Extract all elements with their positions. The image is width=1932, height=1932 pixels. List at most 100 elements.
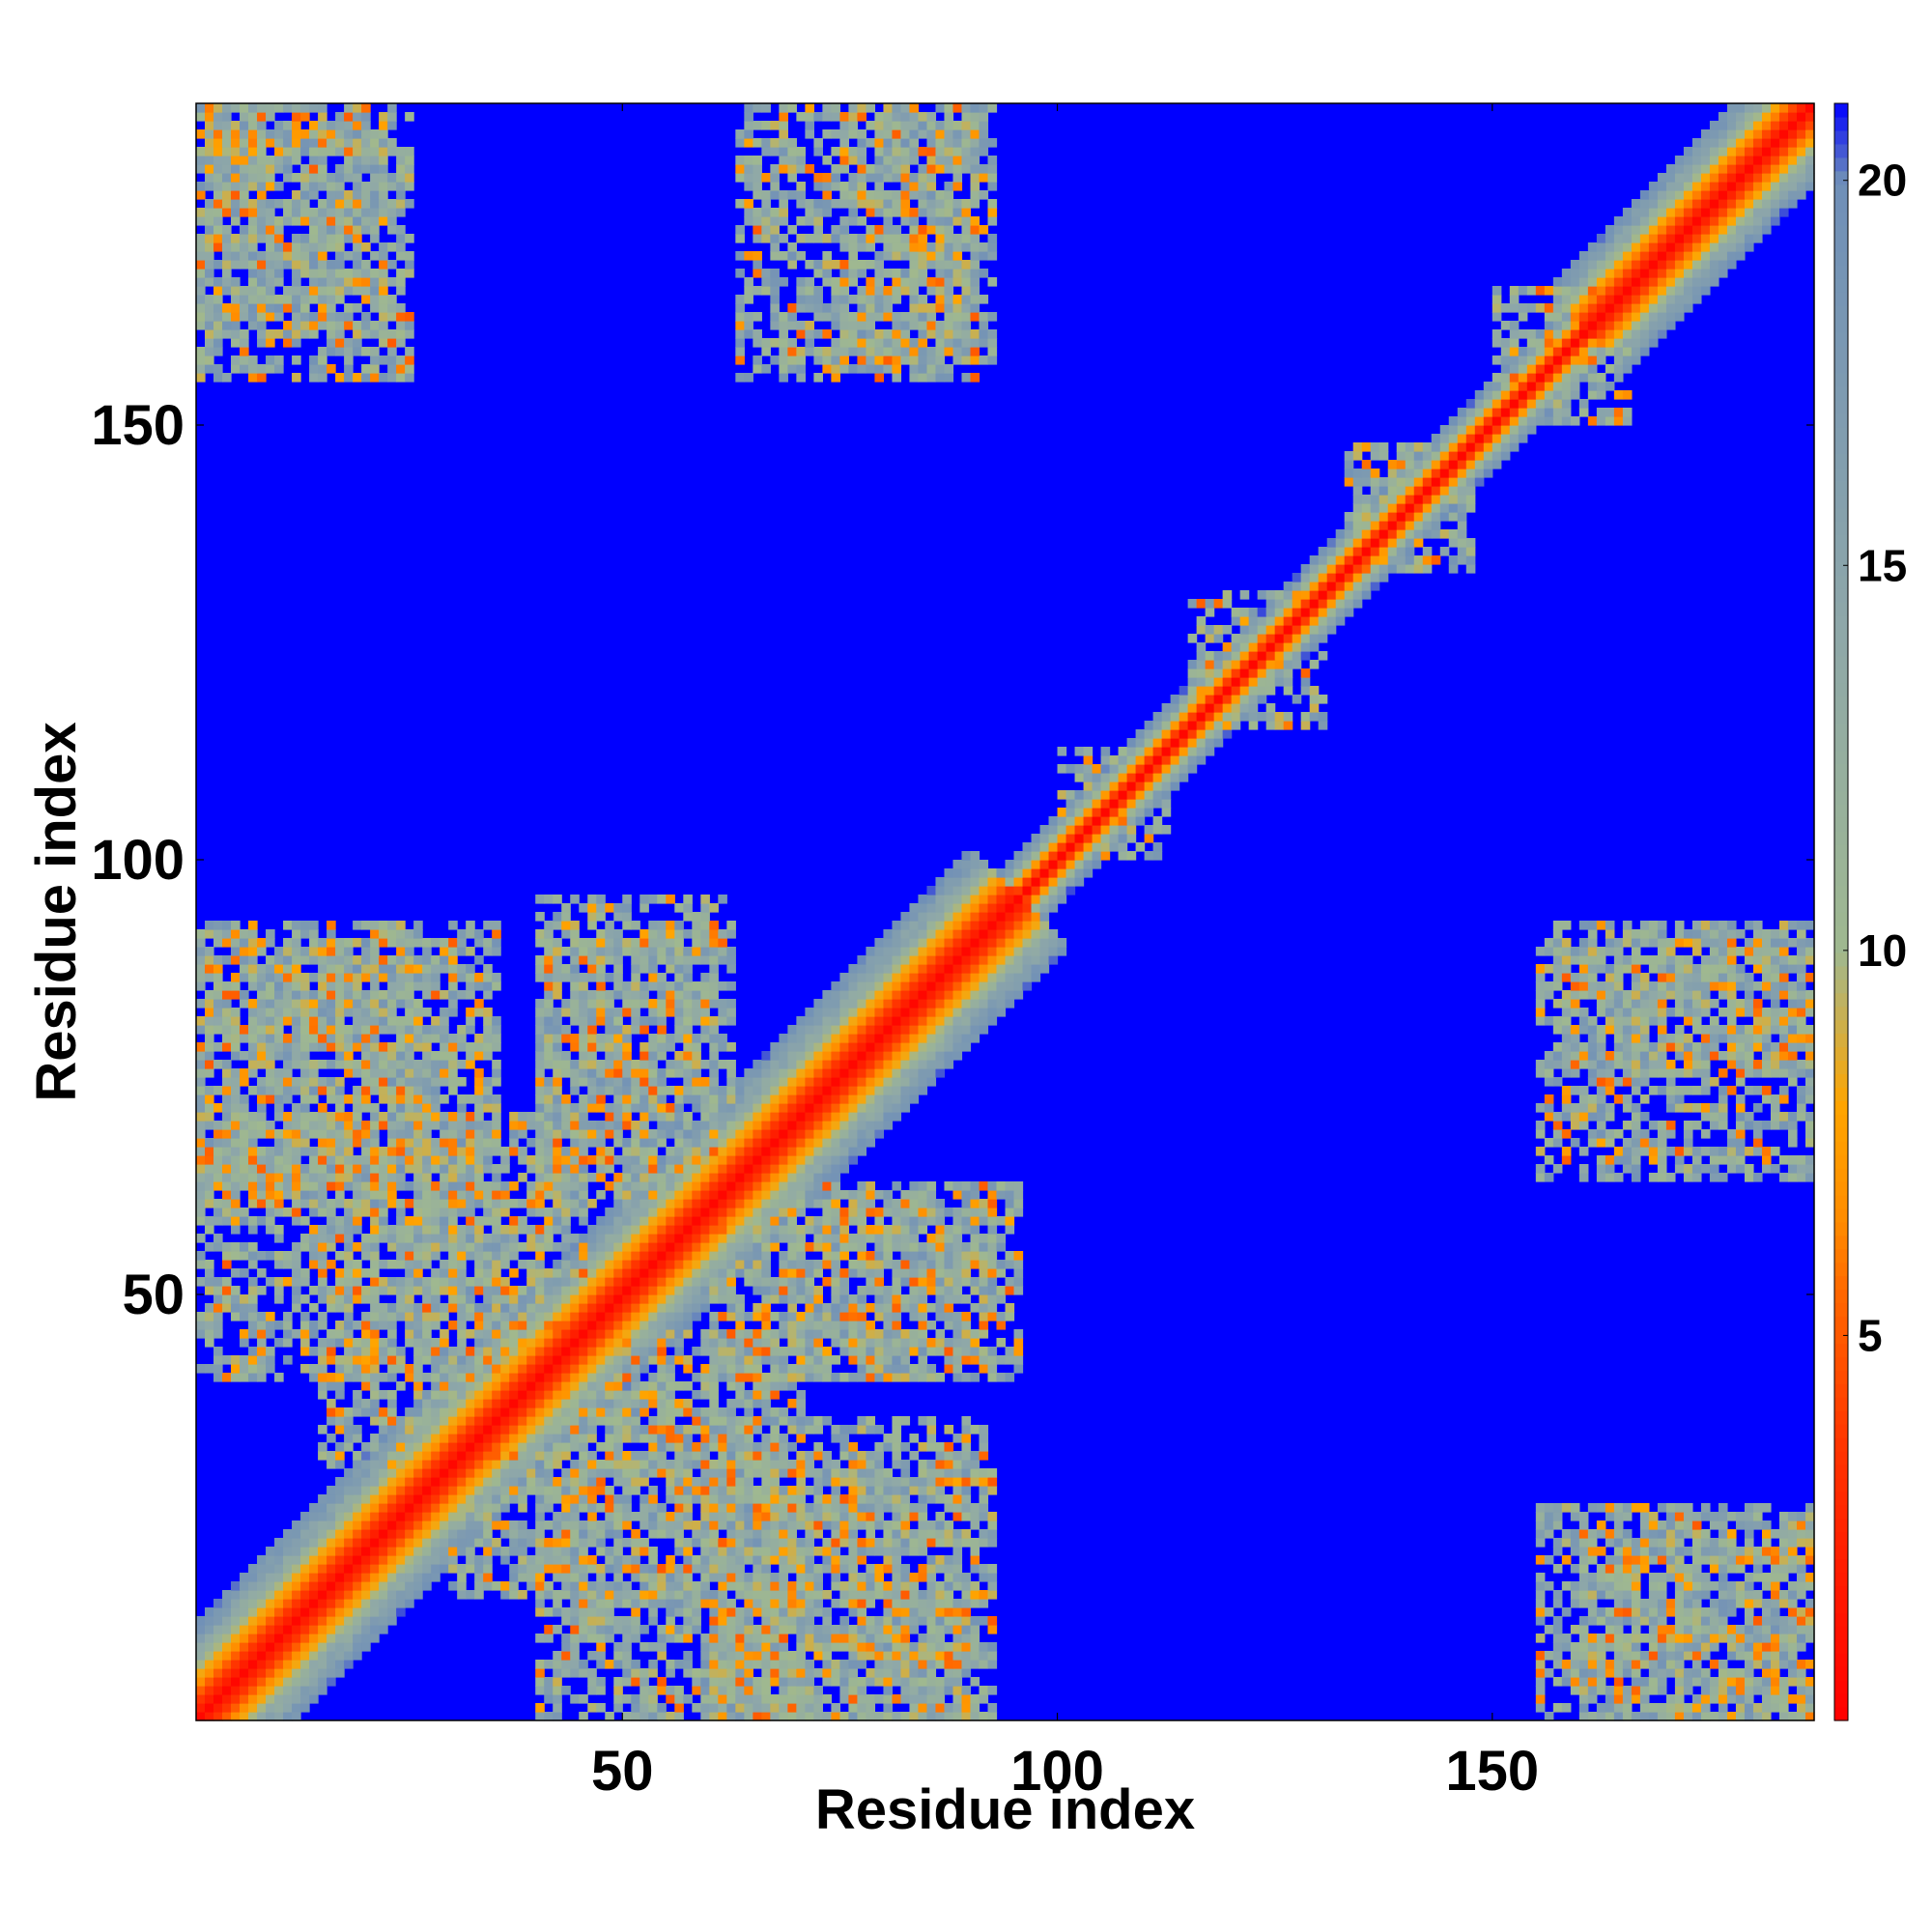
heatmap-cell	[639, 1703, 649, 1713]
heatmap-cell	[883, 1251, 894, 1261]
heatmap-cell	[900, 1494, 911, 1504]
heatmap-cell	[648, 1181, 658, 1191]
heatmap-cell	[240, 1590, 249, 1600]
heatmap-cell	[570, 1573, 580, 1582]
heatmap-cell	[344, 1555, 354, 1565]
heatmap-cell	[761, 1242, 771, 1252]
heatmap-cell	[987, 1312, 998, 1321]
heatmap-cell	[518, 1555, 527, 1565]
heatmap-cell	[579, 1529, 588, 1539]
heatmap-cell	[448, 1321, 458, 1330]
heatmap-cell	[909, 1312, 920, 1321]
heatmap-cell	[709, 1364, 719, 1374]
heatmap-cell	[431, 1468, 440, 1478]
heatmap-cell	[1613, 1686, 1624, 1695]
heatmap-cell	[970, 1347, 980, 1356]
heatmap-cell	[448, 1190, 458, 1200]
heatmap-cell	[813, 1190, 823, 1200]
heatmap-cell	[892, 1268, 911, 1278]
heatmap-cell	[883, 1225, 894, 1235]
heatmap-cell	[735, 1294, 745, 1304]
heatmap-cell	[1596, 1616, 1606, 1626]
heatmap-cell	[448, 1451, 458, 1461]
heatmap-cell	[892, 1520, 902, 1530]
heatmap-cell	[396, 1442, 406, 1452]
heatmap-cell	[839, 1599, 850, 1608]
heatmap-cell	[1005, 1251, 1015, 1261]
heatmap-cell	[648, 1425, 658, 1435]
heatmap-cell	[483, 1251, 493, 1261]
heatmap-cell	[231, 1616, 241, 1626]
heatmap-cell	[1622, 1503, 1633, 1513]
heatmap-cell	[413, 1268, 423, 1278]
heatmap-cell	[726, 1607, 736, 1617]
heatmap-cell	[535, 1208, 545, 1217]
heatmap-cell	[196, 1251, 206, 1261]
heatmap-cell	[474, 1425, 484, 1435]
heatmap-cell	[970, 1703, 980, 1713]
heatmap-cell	[266, 1607, 275, 1617]
heatmap-cell	[683, 1208, 693, 1217]
heatmap-cell	[196, 1181, 206, 1191]
heatmap-cell	[561, 1347, 571, 1356]
heatmap-cell	[1691, 1590, 1702, 1600]
heatmap-cell	[831, 1712, 840, 1721]
heatmap-cell	[1796, 1590, 1806, 1600]
heatmap-cell	[553, 1538, 562, 1548]
heatmap-cell	[952, 1225, 963, 1235]
heatmap-cell	[787, 1303, 797, 1313]
heatmap-cell	[657, 1434, 667, 1443]
heatmap-cell	[839, 1208, 850, 1217]
heatmap-cell	[553, 1242, 562, 1252]
heatmap-cell	[387, 1373, 397, 1382]
heatmap-cell	[657, 1199, 667, 1208]
heatmap-cell	[700, 1451, 710, 1461]
heatmap-cell	[335, 1216, 345, 1226]
heatmap-cell	[457, 1199, 467, 1208]
heatmap-cell	[579, 1373, 588, 1382]
heatmap-cell	[639, 1364, 649, 1374]
heatmap-cell	[483, 1468, 493, 1478]
heatmap-cell	[344, 1260, 354, 1269]
heatmap-cell	[805, 1660, 814, 1669]
heatmap-cell	[448, 1555, 458, 1565]
heatmap-cell	[674, 1538, 684, 1548]
heatmap-cell	[1596, 1651, 1606, 1661]
heatmap-cell	[944, 1590, 954, 1600]
heatmap-cell	[309, 1242, 319, 1252]
heatmap-cell	[579, 1364, 588, 1374]
heatmap-cell	[596, 1321, 606, 1330]
heatmap-cell	[466, 1442, 475, 1452]
heatmap-cell	[657, 1503, 667, 1513]
heatmap-cell	[1726, 1686, 1737, 1695]
heatmap-cell	[274, 1651, 284, 1661]
heatmap-cell	[918, 1303, 928, 1313]
heatmap-cell	[361, 1642, 371, 1652]
heatmap-cell	[622, 1364, 632, 1374]
heatmap-cell	[926, 1373, 937, 1382]
heatmap-cell	[457, 1416, 467, 1426]
heatmap-cell	[335, 1268, 345, 1278]
heatmap-cell	[848, 1312, 859, 1321]
heatmap-cell	[587, 1321, 597, 1330]
heatmap-cell	[318, 1555, 327, 1565]
heatmap-cell	[466, 1529, 475, 1539]
heatmap-cell	[718, 1451, 727, 1461]
heatmap-cell	[396, 1225, 406, 1235]
heatmap-cell	[700, 1581, 710, 1591]
heatmap-cell	[979, 1425, 989, 1435]
heatmap-cell	[909, 1538, 920, 1548]
heatmap-cell	[1709, 1694, 1719, 1704]
heatmap-cell	[466, 1564, 475, 1574]
heatmap-cell	[961, 1242, 972, 1252]
heatmap-cell	[1804, 1712, 1815, 1721]
heatmap-cell	[474, 1434, 484, 1443]
heatmap-cell	[848, 1477, 859, 1487]
heatmap-cell	[405, 1416, 414, 1426]
heatmap-cell	[335, 1642, 345, 1652]
heatmap-cell	[1787, 1555, 1798, 1565]
heatmap-cell	[205, 1642, 214, 1652]
heatmap-cell	[1683, 1520, 1693, 1530]
heatmap-cell	[1005, 1181, 1015, 1191]
heatmap-cell	[570, 1494, 580, 1504]
